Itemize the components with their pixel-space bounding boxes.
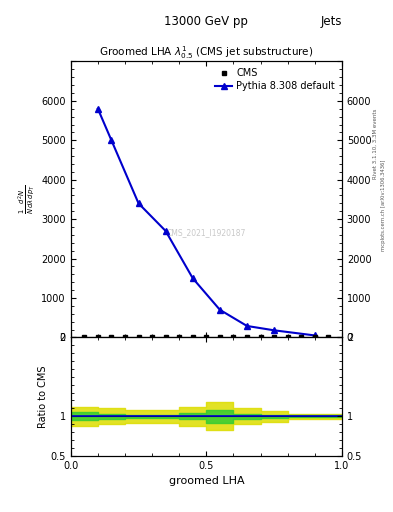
Y-axis label: Ratio to CMS: Ratio to CMS	[38, 365, 48, 428]
Pythia 8.308 default	[95, 105, 100, 112]
Text: Jets: Jets	[320, 15, 342, 28]
Pythia 8.308 default	[244, 323, 250, 329]
Text: CMS_2021_I1920187: CMS_2021_I1920187	[167, 228, 246, 237]
Pythia 8.308 default	[109, 137, 114, 143]
Line: Pythia 8.308 default: Pythia 8.308 default	[94, 105, 318, 339]
Text: 13000 GeV pp: 13000 GeV pp	[164, 15, 248, 28]
Pythia 8.308 default	[190, 275, 195, 281]
X-axis label: groomed LHA: groomed LHA	[169, 476, 244, 486]
Pythia 8.308 default	[218, 307, 222, 313]
Pythia 8.308 default	[312, 332, 317, 338]
Text: mcplots.cern.ch [arXiv:1306.3436]: mcplots.cern.ch [arXiv:1306.3436]	[381, 159, 386, 250]
Pythia 8.308 default	[163, 228, 168, 234]
Text: Rivet 3.1.10, 3.3M events: Rivet 3.1.10, 3.3M events	[373, 108, 378, 179]
Legend: CMS, Pythia 8.308 default: CMS, Pythia 8.308 default	[213, 66, 337, 93]
Title: Groomed LHA $\lambda^{1}_{0.5}$ (CMS jet substructure): Groomed LHA $\lambda^{1}_{0.5}$ (CMS jet…	[99, 45, 314, 61]
Pythia 8.308 default	[136, 200, 141, 206]
Pythia 8.308 default	[272, 327, 276, 333]
Y-axis label: $\frac{1}{N}\frac{d^{2}N}{d\lambda\,dp_{T}}$: $\frac{1}{N}\frac{d^{2}N}{d\lambda\,dp_{…	[16, 185, 37, 214]
